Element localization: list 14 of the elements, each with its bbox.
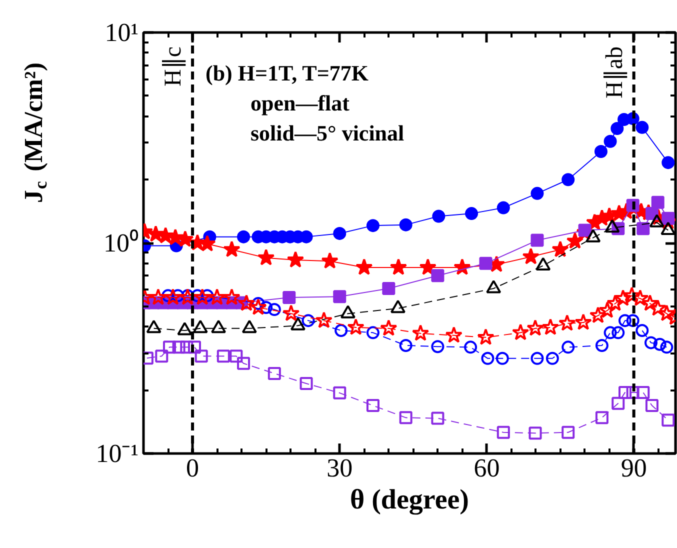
y-tick-label: 10¹ bbox=[104, 18, 138, 47]
annotation: open—flat bbox=[250, 90, 350, 116]
annotation: solid—5° vicinal bbox=[250, 120, 404, 146]
annotation: (b) H=1T, T=77K bbox=[206, 60, 369, 86]
y-tick-label: 10⁻¹ bbox=[96, 439, 138, 468]
x-tick-label: 90 bbox=[620, 454, 647, 482]
y-tick-label: 10⁰ bbox=[104, 228, 138, 258]
x-tick-label: 0 bbox=[186, 454, 200, 482]
ref-line-label: H∥ab bbox=[602, 46, 628, 98]
ref-line-label: H∥c bbox=[160, 46, 187, 86]
y-axis-title: Jc (MA/cm²) bbox=[19, 62, 50, 204]
x-tick-label: 60 bbox=[474, 454, 500, 482]
x-tick-label: 30 bbox=[326, 454, 353, 482]
x-axis-title: θ (degree) bbox=[350, 484, 470, 516]
